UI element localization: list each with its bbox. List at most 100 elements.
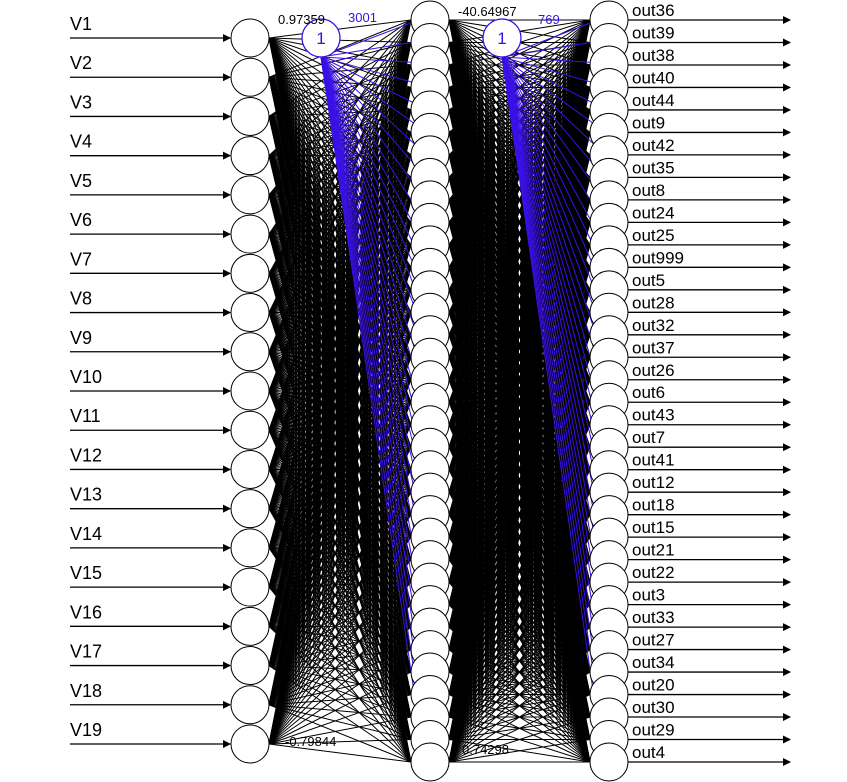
bias-edge-2: [501, 56, 604, 266]
edge-hidden-out: [448, 649, 591, 763]
edge-hidden-out: [448, 671, 591, 763]
bias-edge-1: [320, 56, 425, 761]
bias-edge-2: [501, 56, 604, 333]
input-label: V19: [70, 720, 102, 740]
edge-in-hidden: [268, 177, 412, 666]
edge-hidden-out: [448, 19, 591, 740]
input-node: [230, 449, 270, 489]
bias-edge-2: [501, 56, 604, 378]
output-label: out999: [632, 248, 684, 267]
edge-in-hidden: [268, 19, 412, 470]
edge-hidden-out: [448, 19, 591, 583]
input-arrows: V1 V2 V3 V4 V5 V6 V7 V8 V9 V10 V11 V12 V13 V14 V15 V16 V…: [70, 14, 231, 748]
input-node: [230, 57, 270, 97]
edge-in-hidden: [268, 109, 412, 705]
edge-in-hidden: [268, 739, 412, 745]
bias-edge-2: [501, 56, 604, 603]
input-label: V17: [70, 642, 102, 662]
edge-in-hidden: [268, 312, 412, 745]
edge-hidden-out: [448, 581, 591, 763]
output-label: out25: [632, 226, 675, 245]
edge-hidden-out: [448, 379, 591, 763]
bias-edge-1: [320, 56, 425, 401]
input-label: V2: [70, 53, 92, 73]
bias-edge-2: [501, 56, 604, 356]
bias-edge-1: [320, 56, 425, 244]
edge-hidden-out: [448, 19, 591, 628]
edge-hidden-out: [448, 357, 591, 763]
edge-hidden-out: [448, 19, 591, 650]
edge-in-hidden: [268, 19, 412, 745]
bias-node: [301, 18, 341, 58]
bias-edge-2: [501, 56, 604, 423]
input-node: [230, 567, 270, 607]
edge-in-hidden: [268, 716, 412, 745]
input-node: [230, 136, 270, 176]
edge-in-hidden: [268, 704, 412, 718]
bias-edge-1: [320, 56, 425, 626]
input-node: [230, 96, 270, 136]
edge-hidden-out: [448, 19, 591, 718]
bias-edge-1: [320, 56, 425, 311]
edge-in-hidden: [268, 222, 412, 745]
bias-edge-1: [320, 56, 425, 199]
edge-hidden-out: [448, 87, 591, 763]
input-node: [230, 489, 270, 529]
edge-in-hidden: [268, 42, 412, 666]
edge-hidden-out: [448, 19, 591, 133]
input-label: V3: [70, 92, 92, 112]
bias-edge-1: [320, 56, 425, 648]
bias-weight-label-2: 769: [538, 12, 560, 27]
input-label: V1: [70, 14, 92, 34]
edge-in-hidden: [268, 19, 412, 39]
bias-edge-1: [320, 56, 425, 716]
input-node: [230, 646, 270, 686]
edge-hidden-out: [448, 19, 591, 403]
bias-edge-1: [320, 56, 425, 491]
output-label: out41: [632, 451, 675, 470]
bias-edge-2: [501, 56, 604, 311]
bias-edge-1: [320, 56, 425, 738]
edge-in-hidden: [268, 743, 412, 763]
bias-edge-1: [320, 56, 425, 221]
edge-hidden-out: [448, 19, 591, 673]
edge-hidden-out: [448, 19, 591, 605]
output-label: out27: [632, 631, 675, 650]
bias-edge-2: [501, 39, 604, 58]
input-label: V14: [70, 524, 102, 544]
output-label: out43: [632, 406, 675, 425]
bias-edge-2: [501, 56, 604, 289]
input-node: [230, 253, 270, 293]
bias-edge-1: [320, 56, 425, 446]
output-label: out35: [632, 158, 675, 177]
edge-hidden-out: [448, 19, 591, 538]
bias-weight-label-1: 3001: [348, 10, 377, 25]
bias-edge-1: [320, 56, 425, 558]
bias-edge-2: [501, 56, 604, 536]
bias-edge-1: [320, 56, 425, 536]
output-label: out39: [632, 23, 675, 42]
edge-hidden-out: [448, 199, 591, 763]
output-label: out38: [632, 46, 675, 65]
edge-in-hidden: [268, 154, 412, 666]
edge-in-hidden: [268, 19, 412, 549]
bias-edge-2: [501, 56, 604, 693]
edge-hidden-out: [448, 19, 591, 763]
edge-in-hidden: [268, 42, 412, 705]
bias-edge-1: [320, 56, 425, 333]
output-label: out3: [632, 586, 665, 605]
bias-edge-2: [501, 17, 604, 58]
input-label: V13: [70, 485, 102, 505]
bias-edge-2: [501, 56, 604, 738]
bias-edge-2: [501, 56, 604, 176]
output-label: out36: [632, 1, 675, 20]
bias-edge-2: [501, 56, 604, 671]
edge-hidden-out: [448, 42, 591, 763]
output-label: out22: [632, 563, 675, 582]
edge-in-hidden: [268, 19, 412, 666]
bias-edge-1: [320, 56, 425, 86]
edge-in-hidden: [268, 19, 412, 431]
edge-in-hidden: [268, 244, 412, 745]
